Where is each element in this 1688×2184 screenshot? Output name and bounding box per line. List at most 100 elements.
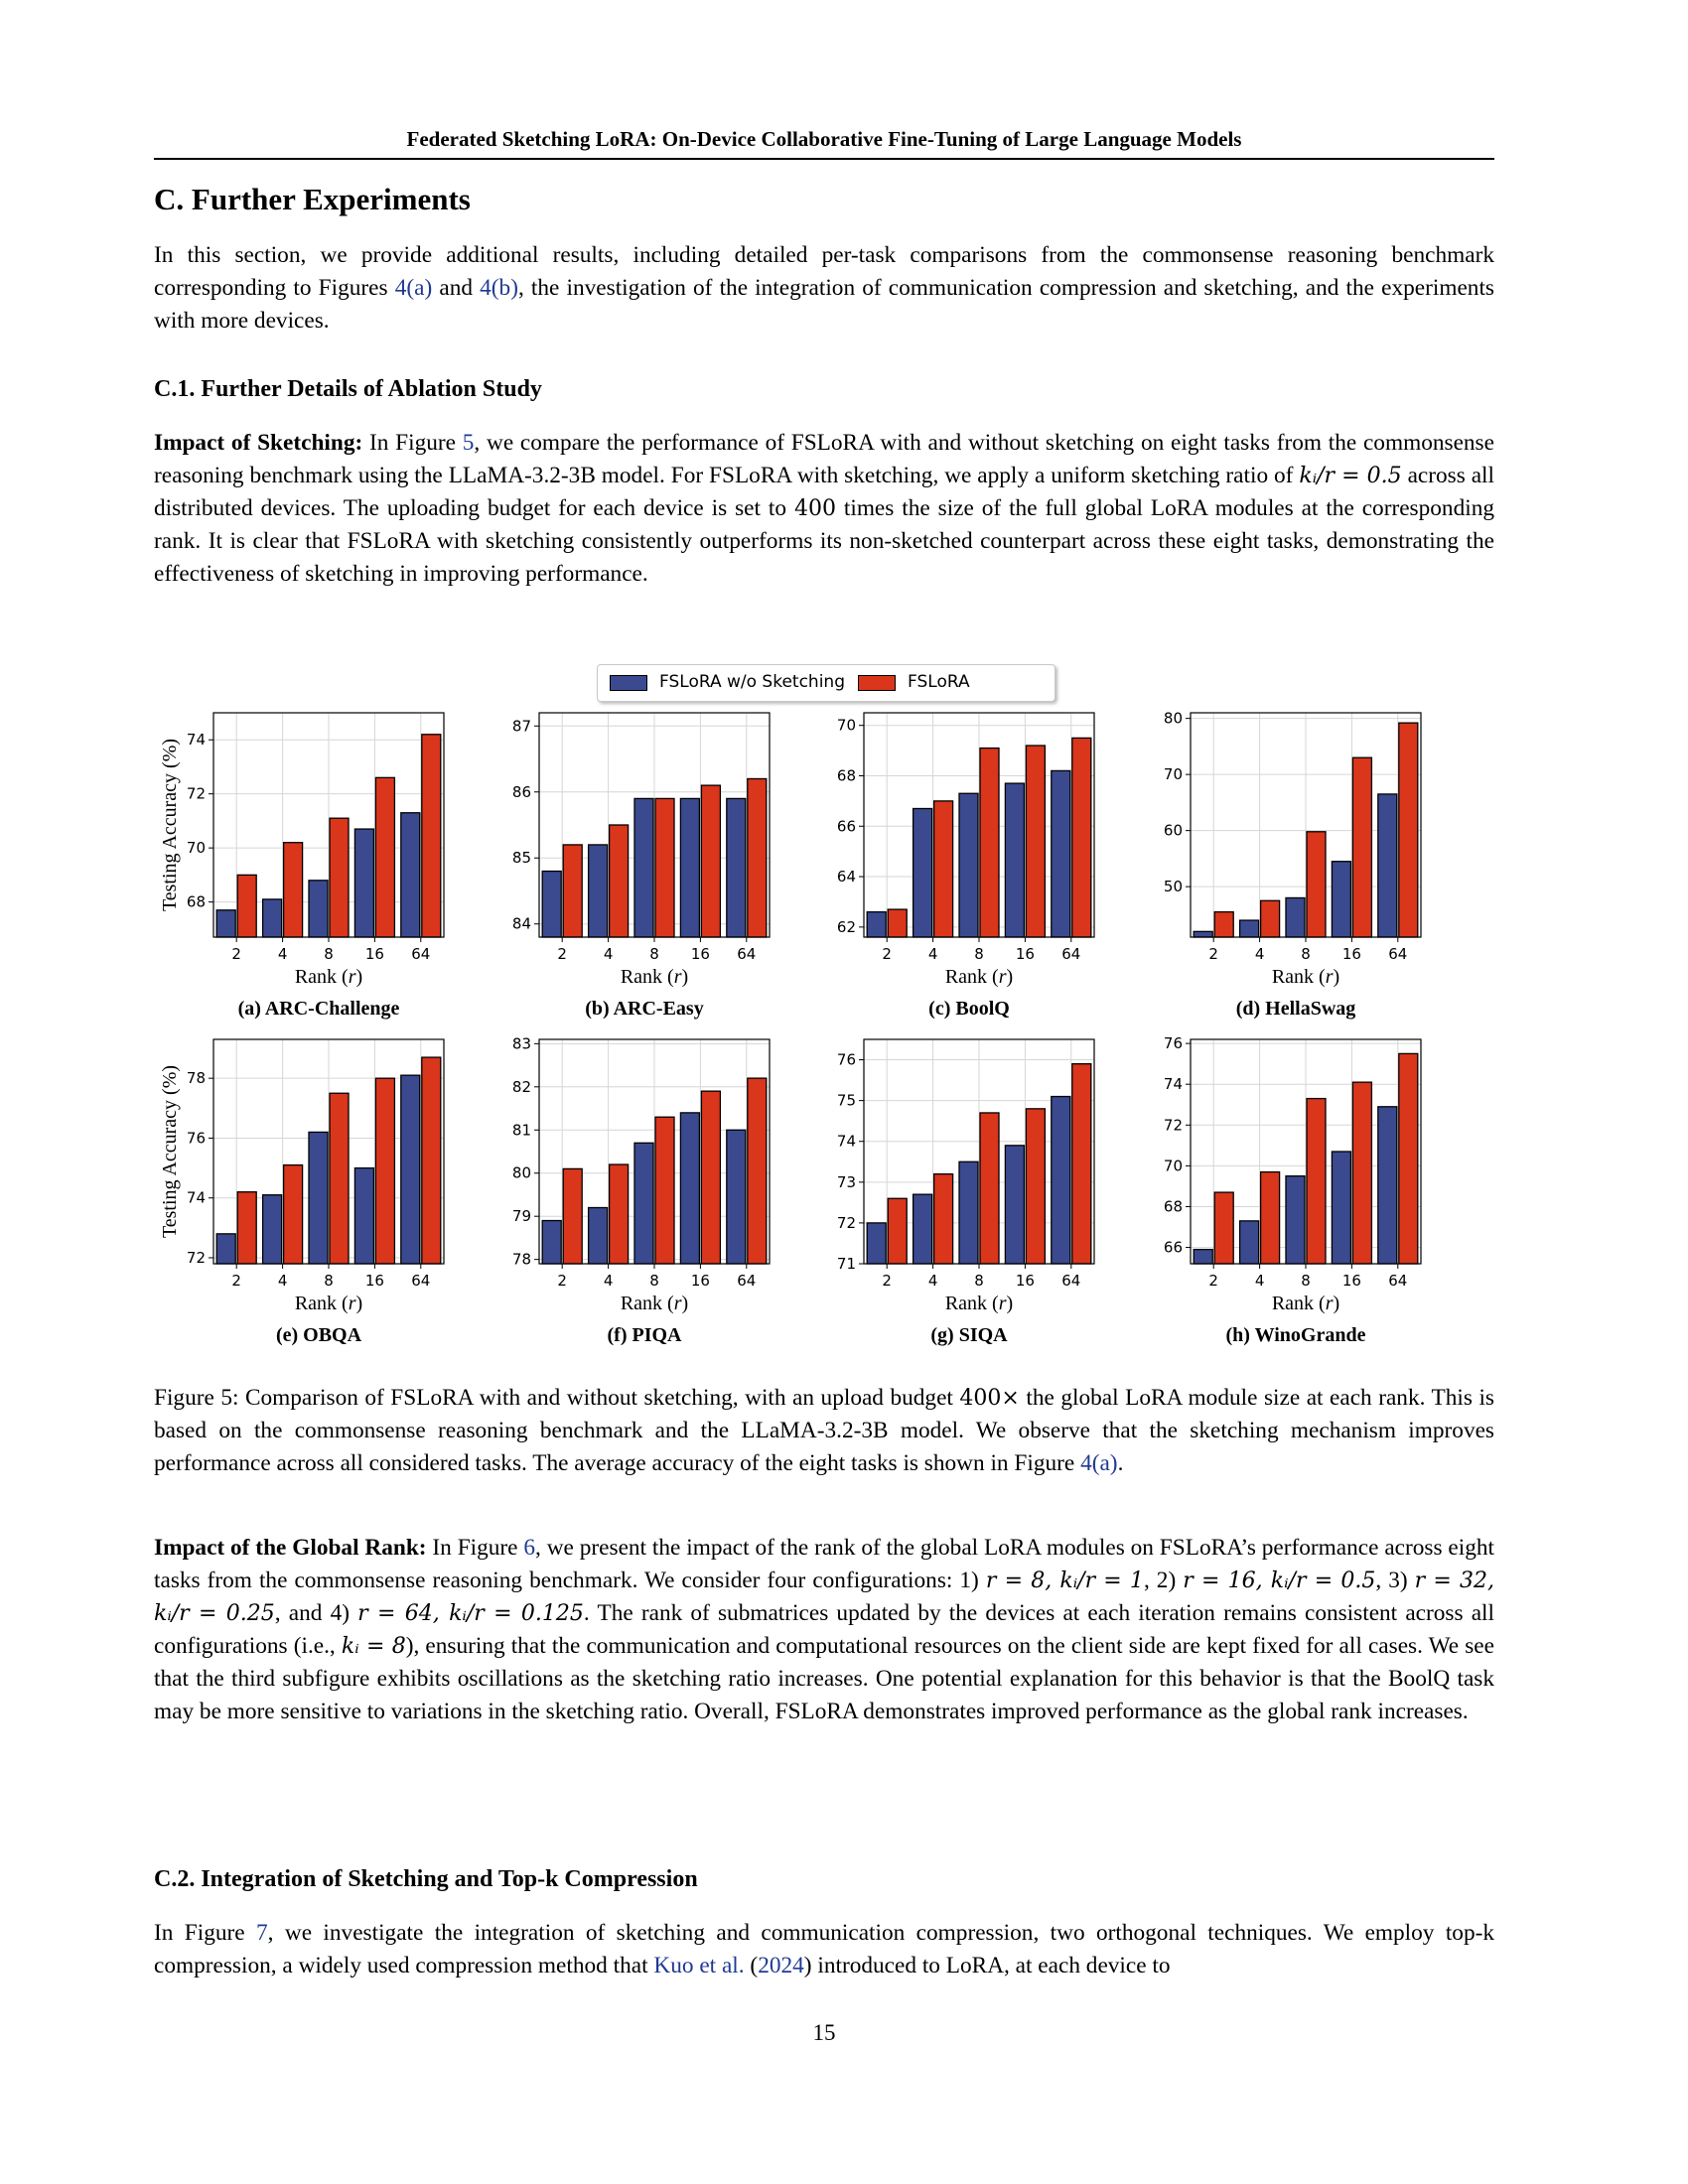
- math-400x: 400×: [959, 1386, 1020, 1411]
- bar-without-sketching: [1004, 1145, 1026, 1265]
- x-tick-label: 4: [604, 945, 614, 963]
- paragraph-lead: Impact of Sketching:: [154, 430, 363, 456]
- subfigure-caption: (f) PIQA: [608, 1324, 683, 1346]
- y-tick-label: 74: [1164, 1075, 1183, 1093]
- math-ki-8: kᵢ = 8: [341, 1634, 406, 1659]
- bar-without-sketching: [958, 1160, 979, 1265]
- intro-paragraph: In this section, we provide additional r…: [154, 239, 1494, 338]
- subfigure-caption: (g) SIQA: [930, 1324, 1008, 1346]
- math-budget: 400: [793, 496, 836, 521]
- figure-caption: Figure 5: Comparison of FSLoRA with and …: [154, 1382, 1494, 1480]
- x-tick-label: 8: [649, 945, 659, 963]
- bar-without-sketching: [1331, 1151, 1352, 1265]
- math-config-2: r = 16, kᵢ/r = 0.5: [1183, 1569, 1376, 1593]
- bar-without-sketching: [308, 880, 329, 938]
- caption-text-1: Figure 5: Comparison of FSLoRA with and …: [154, 1385, 960, 1411]
- y-tick-label: 72: [837, 1214, 856, 1232]
- bar-without-sketching: [400, 812, 421, 938]
- y-tick-label: 68: [1164, 1197, 1183, 1215]
- rank-text-1: In Figure: [426, 1535, 524, 1561]
- plot-frame: [1190, 712, 1422, 938]
- bar-fslora: [608, 824, 630, 938]
- x-tick-label: 8: [649, 1272, 659, 1290]
- bar-fslora: [282, 842, 304, 938]
- figure-6-link[interactable]: 6: [523, 1535, 536, 1561]
- bar-fslora: [1213, 910, 1234, 938]
- y-tick-label: 76: [1164, 1034, 1183, 1052]
- y-tick-label: 70: [187, 839, 206, 857]
- chart-3: 62 64 66 68 70 2 4 8 16 64 Rank (r) (c) BoolQ: [837, 712, 1095, 1020]
- y-axis-label: Testing Accuracy (%): [159, 1065, 181, 1238]
- subfigure-caption: (c) BoolQ: [928, 998, 1010, 1020]
- figure-4b-link[interactable]: 4(b): [480, 275, 518, 301]
- x-tick-label: 16: [691, 945, 710, 963]
- subsection-title-c2: C.2. Integration of Sketching and Top-k …: [154, 1866, 698, 1892]
- x-tick-label: 4: [1255, 945, 1265, 963]
- chart-7: 71 72 73 74 75 76 2 4 8 16 64 Rank (r) (g) SIQA: [837, 1038, 1095, 1346]
- bar-fslora: [979, 747, 1000, 938]
- bar-fslora: [1398, 1052, 1419, 1265]
- plot-frame: [538, 1038, 771, 1265]
- x-tick-label: 16: [1016, 945, 1035, 963]
- bar-without-sketching: [1285, 896, 1306, 938]
- figure-4a-link[interactable]: 4(a): [394, 275, 433, 301]
- bar-fslora: [1259, 1170, 1281, 1265]
- x-tick-label: 2: [231, 1272, 241, 1290]
- plot-frame: [212, 1038, 445, 1265]
- x-tick-label: 64: [411, 1272, 430, 1290]
- bar-without-sketching: [1377, 1106, 1398, 1265]
- x-tick-label: 4: [278, 945, 288, 963]
- x-tick-label: 64: [1388, 945, 1407, 963]
- figure-7-link[interactable]: 7: [256, 1920, 268, 1946]
- x-axis-label: Rank (r): [1272, 1293, 1339, 1314]
- bar-fslora: [329, 817, 350, 938]
- x-axis-label: Rank (r): [621, 966, 688, 988]
- subfigure-caption: (b) ARC-Easy: [585, 998, 703, 1020]
- y-tick-label: 72: [187, 1249, 206, 1267]
- y-tick-label: 60: [1164, 822, 1183, 840]
- x-tick-label: 4: [604, 1272, 614, 1290]
- bar-fslora: [887, 908, 908, 938]
- math-sketch-ratio: kᵢ/r = 0.5: [1299, 464, 1402, 488]
- bar-without-sketching: [912, 1193, 933, 1265]
- legend-swatch-without-sketching: [610, 675, 647, 691]
- y-tick-label: 75: [837, 1092, 856, 1110]
- topk-text-1: In Figure: [154, 1920, 257, 1946]
- x-tick-label: 64: [1388, 1272, 1407, 1290]
- x-tick-label: 16: [1342, 1272, 1361, 1290]
- bar-fslora: [979, 1112, 1000, 1265]
- y-tick-label: 68: [837, 766, 856, 784]
- bar-fslora: [1398, 722, 1419, 938]
- y-tick-label: 78: [512, 1251, 531, 1269]
- y-tick-label: 70: [837, 717, 856, 735]
- bar-fslora: [1351, 756, 1373, 938]
- y-tick-label: 68: [187, 893, 206, 911]
- chart-5: 72 74 76 78 2 4 8 16 64 Rank (r) Testing Accuracy …: [159, 1038, 445, 1346]
- intro-text-1: In this section, we provide additional r…: [154, 242, 1494, 301]
- x-tick-label: 8: [974, 945, 984, 963]
- y-tick-label: 66: [837, 817, 856, 835]
- chart-1: 68 70 72 74 2 4 8 16 64 Rank (r) Testing Accuracy …: [159, 712, 445, 1020]
- math-config-3: r = 32, kᵢ/r = 0.25: [154, 1569, 1494, 1626]
- bar-fslora: [562, 844, 583, 938]
- chart-6: 78 79 80 81 82 83 2 4 8 16 64 Rank (r) (f) PIQA: [512, 1034, 771, 1346]
- bar-without-sketching: [587, 1206, 609, 1265]
- page-number: 15: [812, 2020, 836, 2045]
- bar-without-sketching: [400, 1074, 421, 1265]
- y-tick-label: 76: [837, 1051, 856, 1069]
- subfigure-caption: (h) WinoGrande: [1226, 1324, 1366, 1346]
- bar-fslora: [1306, 831, 1327, 938]
- figure-5-link[interactable]: 5: [462, 430, 475, 456]
- rank-text-3: , 2): [1143, 1568, 1184, 1593]
- figure-4a-link-caption[interactable]: 4(a): [1080, 1450, 1118, 1476]
- bar-fslora: [1025, 745, 1047, 938]
- y-tick-label: 84: [512, 915, 531, 933]
- x-tick-label: 2: [882, 945, 892, 963]
- bar-fslora: [236, 874, 257, 938]
- bar-fslora: [700, 784, 722, 938]
- bar-without-sketching: [541, 870, 562, 938]
- citation-kuo-link[interactable]: Kuo et al.: [653, 1953, 745, 1979]
- y-tick-label: 72: [187, 785, 206, 803]
- sketch-text-3: across all distributed devices. The uplo…: [154, 463, 1495, 521]
- citation-year-link[interactable]: 2024: [758, 1953, 804, 1979]
